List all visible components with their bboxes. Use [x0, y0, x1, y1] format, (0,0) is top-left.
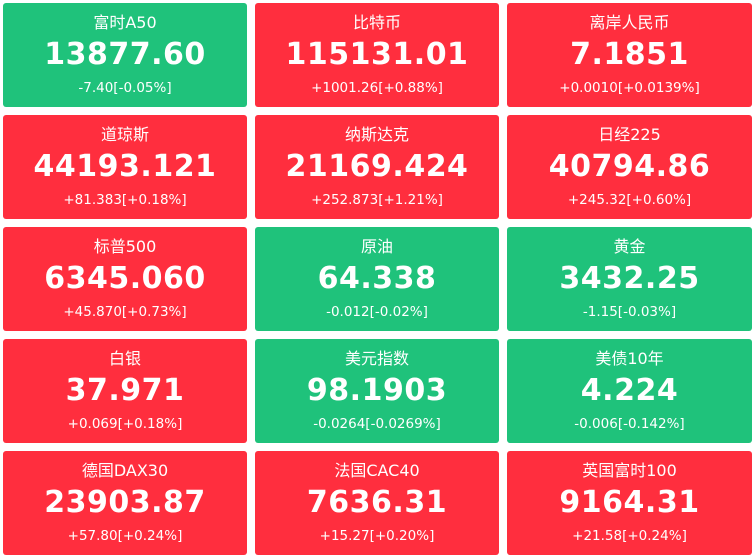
quote-tile-sp500[interactable]: 标普500 6345.060 +45.870[+0.73%] — [3, 227, 247, 331]
quote-name: 美元指数 — [344, 349, 409, 368]
quote-change: +0.0010[+0.0139%] — [559, 80, 700, 96]
quote-change: +1001.26[+0.88%] — [311, 80, 443, 96]
quote-tile-nikkei-225[interactable]: 日经225 40794.86 +245.32[+0.60%] — [507, 115, 752, 219]
quote-change: -1.15[-0.03%] — [582, 304, 677, 320]
quote-change: +21.58[+0.24%] — [572, 528, 687, 544]
quote-tile-gold[interactable]: 黄金 3432.25 -1.15[-0.03%] — [507, 227, 752, 331]
quote-name: 纳斯达克 — [344, 125, 409, 144]
quote-tile-nasdaq[interactable]: 纳斯达克 21169.424 +252.873[+1.21%] — [255, 115, 499, 219]
quote-price: 3432.25 — [559, 261, 700, 296]
quote-price: 13877.60 — [44, 37, 206, 72]
quote-tile-dax30[interactable]: 德国DAX30 23903.87 +57.80[+0.24%] — [3, 451, 247, 555]
quote-price: 40794.86 — [548, 149, 711, 184]
quote-name: 美债10年 — [595, 349, 664, 368]
quote-price: 37.971 — [65, 373, 185, 408]
quote-price: 115131.01 — [285, 37, 469, 72]
quote-name: 道琼斯 — [100, 125, 149, 144]
quote-change: -7.40[-0.05%] — [78, 80, 172, 96]
quote-tile-crude-oil[interactable]: 原油 64.338 -0.012[-0.02%] — [255, 227, 499, 331]
quote-price: 44193.121 — [33, 149, 217, 184]
quote-tile-dow-jones[interactable]: 道琼斯 44193.121 +81.383[+0.18%] — [3, 115, 247, 219]
quote-price: 7636.31 — [306, 485, 448, 520]
quote-price: 6345.060 — [44, 261, 206, 296]
quote-tile-dollar-index[interactable]: 美元指数 98.1903 -0.0264[-0.0269%] — [255, 339, 499, 443]
quote-tile-ftse-100[interactable]: 英国富时100 9164.31 +21.58[+0.24%] — [507, 451, 752, 555]
quote-tile-silver[interactable]: 白银 37.971 +0.069[+0.18%] — [3, 339, 247, 443]
quote-change: +57.80[+0.24%] — [67, 528, 183, 544]
quote-price: 4.224 — [580, 373, 679, 408]
quote-price: 23903.87 — [44, 485, 206, 520]
quote-name: 法国CAC40 — [334, 461, 420, 480]
quote-change: -0.006[-0.142%] — [574, 416, 685, 432]
quote-tile-cac40[interactable]: 法国CAC40 7636.31 +15.27[+0.20%] — [255, 451, 499, 555]
quote-price: 7.1851 — [570, 37, 689, 72]
quote-name: 标普500 — [93, 237, 157, 256]
quote-price: 98.1903 — [306, 373, 448, 408]
quote-change: +15.27[+0.20%] — [319, 528, 435, 544]
quote-name: 黄金 — [613, 237, 646, 256]
quote-price: 21169.424 — [285, 149, 469, 184]
quote-change: -0.0264[-0.0269%] — [313, 416, 441, 432]
quote-tile-ftse-china-a50[interactable]: 富时A50 13877.60 -7.40[-0.05%] — [3, 3, 247, 107]
quote-change: +252.873[+1.21%] — [311, 192, 443, 208]
quote-name: 比特币 — [352, 13, 401, 32]
quote-name: 富时A50 — [93, 13, 157, 32]
quote-tile-offshore-rmb[interactable]: 离岸人民币 7.1851 +0.0010[+0.0139%] — [507, 3, 752, 107]
quote-name: 德国DAX30 — [81, 461, 169, 480]
quote-tile-bitcoin[interactable]: 比特币 115131.01 +1001.26[+0.88%] — [255, 3, 499, 107]
quote-change: +45.870[+0.73%] — [63, 304, 187, 320]
quote-name: 原油 — [360, 237, 393, 256]
quote-name: 离岸人民币 — [589, 13, 670, 32]
quote-change: +0.069[+0.18%] — [67, 416, 183, 432]
quote-price: 9164.31 — [559, 485, 700, 520]
quote-tile-us-10y-treasury[interactable]: 美债10年 4.224 -0.006[-0.142%] — [507, 339, 752, 443]
quote-price: 64.338 — [317, 261, 437, 296]
quote-name: 白银 — [108, 349, 141, 368]
quote-change: -0.012[-0.02%] — [326, 304, 428, 320]
quote-change: +81.383[+0.18%] — [63, 192, 187, 208]
quote-change: +245.32[+0.60%] — [567, 192, 692, 208]
quote-name: 英国富时100 — [582, 461, 677, 480]
quote-name: 日经225 — [598, 125, 661, 144]
